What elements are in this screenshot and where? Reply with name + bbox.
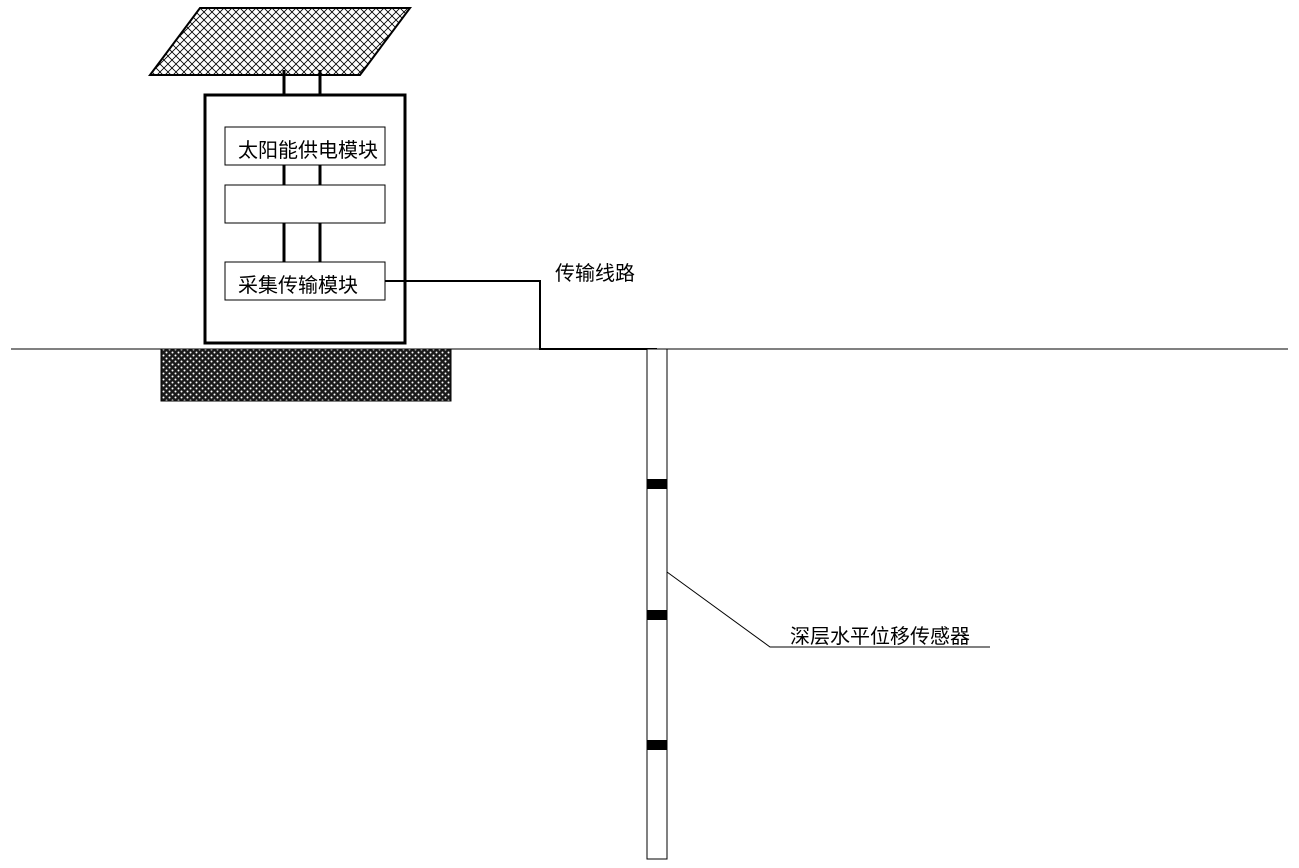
transmission-line-path [385,281,657,349]
transmission-line-label: 传输线路 [555,257,635,286]
borehole-segment-3 [647,740,667,750]
collection-module-label: 采集传输模块 [238,269,358,298]
foundation [161,349,451,401]
solar-panel [150,8,410,75]
borehole-tube [647,349,667,859]
solar-module-label: 太阳能供电模块 [238,134,378,163]
borehole-segment-1 [647,479,667,489]
borehole-segment-2 [647,610,667,620]
sensor-label: 深层水平位移传感器 [790,620,970,649]
diagram-svg [0,0,1299,868]
diagram-container: 太阳能供电模块 采集传输模块 传输线路 深层水平位移传感器 [0,0,1299,868]
module-middle [225,185,385,223]
